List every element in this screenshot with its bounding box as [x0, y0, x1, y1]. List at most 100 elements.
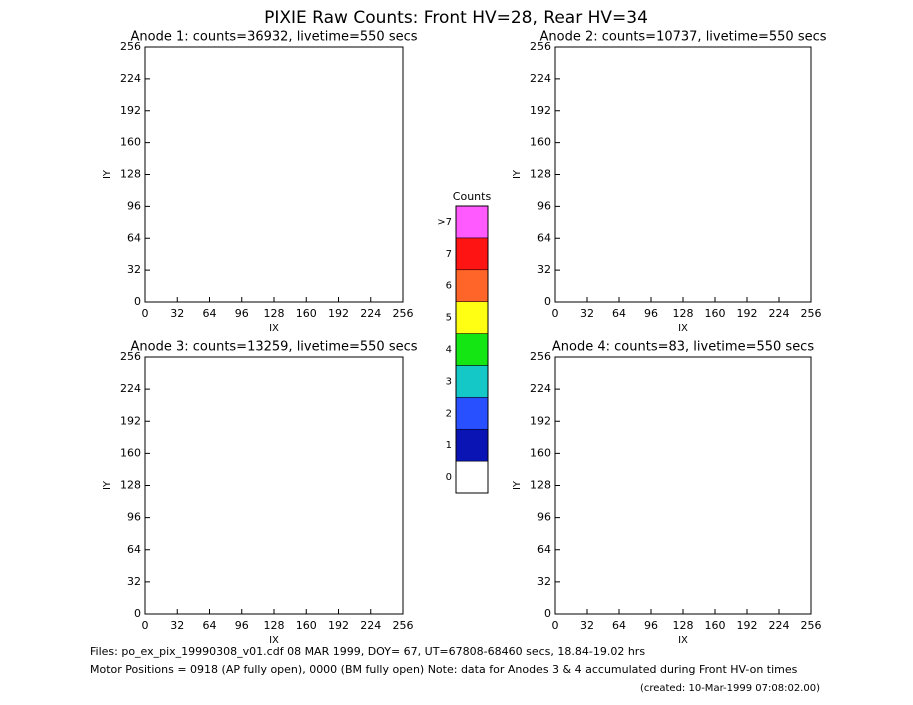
colorbar-label: 7: [446, 249, 452, 260]
y-tick-label: 32: [537, 575, 551, 588]
x-tick-label: 256: [801, 619, 822, 632]
colorbar-label: >7: [437, 217, 452, 228]
colorbar-swatch: [455, 428, 489, 462]
y-tick-label: 256: [120, 350, 141, 363]
footer-files: Files: po_ex_pix_19990308_v01.cdf 08 MAR…: [90, 645, 645, 658]
x-tick-label: 32: [170, 619, 184, 632]
y-axis-label: IY: [512, 480, 523, 490]
page-title: PIXIE Raw Counts: Front HV=28, Rear HV=3…: [264, 8, 648, 28]
x-tick-label: 224: [769, 619, 790, 632]
y-tick-label: 224: [120, 72, 141, 85]
x-axis-label: IX: [678, 635, 688, 646]
y-tick-label: 0: [544, 295, 551, 308]
footer-motor: Motor Positions = 0918 (AP fully open), …: [90, 663, 798, 676]
x-tick-label: 128: [673, 619, 694, 632]
y-tick-label: 64: [537, 231, 551, 244]
x-axis-label: IX: [678, 323, 688, 334]
y-tick-label: 32: [127, 263, 141, 276]
y-tick-label: 32: [127, 575, 141, 588]
x-tick-label: 96: [644, 307, 658, 320]
x-tick-label: 64: [612, 307, 626, 320]
y-tick-label: 96: [537, 199, 551, 212]
y-tick-label: 192: [120, 104, 141, 117]
colorbar-label: 0: [446, 472, 452, 483]
x-axis-label: IX: [269, 635, 279, 646]
x-tick-label: 256: [393, 307, 414, 320]
x-tick-label: 256: [801, 307, 822, 320]
colorbar-swatch: [455, 269, 489, 302]
colorbar-label: 1: [446, 440, 452, 451]
plot-frame: [554, 356, 812, 615]
x-tick-label: 224: [360, 307, 381, 320]
y-tick-label: 224: [120, 382, 141, 395]
x-tick-label: 128: [264, 619, 285, 632]
y-tick-label: 128: [530, 168, 551, 181]
colorbar-swatch: [455, 460, 489, 494]
panel-title: Anode 3: counts=13259, livetime=550 secs: [130, 340, 417, 355]
y-tick-label: 96: [127, 199, 141, 212]
y-tick-label: 128: [120, 168, 141, 181]
x-tick-label: 160: [296, 619, 317, 632]
y-tick-label: 160: [120, 136, 141, 149]
x-tick-label: 192: [737, 619, 758, 632]
y-tick-label: 160: [530, 136, 551, 149]
x-tick-label: 224: [769, 307, 790, 320]
y-tick-label: 32: [537, 263, 551, 276]
colorbar-label: 6: [446, 281, 452, 292]
panel-title: Anode 1: counts=36932, livetime=550 secs: [130, 30, 417, 45]
x-tick-label: 128: [264, 307, 285, 320]
y-tick-label: 0: [134, 295, 141, 308]
x-tick-label: 64: [203, 307, 217, 320]
x-tick-label: 32: [580, 619, 594, 632]
x-tick-label: 0: [552, 619, 559, 632]
y-tick-label: 256: [120, 40, 141, 53]
x-tick-label: 64: [612, 619, 626, 632]
x-tick-label: 192: [737, 307, 758, 320]
y-tick-label: 128: [120, 479, 141, 492]
y-axis-label: IY: [102, 169, 113, 179]
x-tick-label: 192: [328, 619, 349, 632]
x-tick-label: 128: [673, 307, 694, 320]
y-axis-label: IY: [102, 480, 113, 490]
y-tick-label: 192: [530, 414, 551, 427]
y-tick-label: 256: [530, 350, 551, 363]
colorbar-swatch: [455, 333, 489, 366]
colorbar-label: 5: [446, 313, 452, 324]
y-tick-label: 192: [120, 414, 141, 427]
x-tick-label: 32: [170, 307, 184, 320]
x-tick-label: 160: [705, 307, 726, 320]
x-tick-label: 224: [360, 619, 381, 632]
footer-created: (created: 10-Mar-1999 07:08:02.00): [640, 683, 820, 694]
y-tick-label: 160: [530, 446, 551, 459]
y-tick-label: 64: [537, 543, 551, 556]
x-tick-label: 96: [644, 619, 658, 632]
colorbar-swatch: [455, 237, 489, 271]
y-tick-label: 256: [530, 40, 551, 53]
y-tick-label: 224: [530, 72, 551, 85]
y-tick-label: 96: [537, 511, 551, 524]
x-axis-label: IX: [269, 323, 279, 334]
y-tick-label: 0: [544, 607, 551, 620]
x-tick-label: 96: [235, 619, 249, 632]
y-tick-label: 160: [120, 446, 141, 459]
colorbar-frame: [455, 205, 489, 494]
y-tick-label: 128: [530, 479, 551, 492]
x-tick-label: 32: [580, 307, 594, 320]
x-tick-label: 0: [552, 307, 559, 320]
colorbar-swatch: [455, 205, 489, 239]
x-tick-label: 160: [705, 619, 726, 632]
plot-frame: [144, 46, 404, 303]
colorbar-swatch: [455, 397, 489, 430]
colorbar-swatch: [455, 365, 489, 398]
y-axis-label: IY: [512, 169, 523, 179]
x-tick-label: 64: [203, 619, 217, 632]
y-tick-label: 96: [127, 511, 141, 524]
colorbar-label: 4: [446, 345, 452, 356]
colorbar-title: Counts: [453, 190, 492, 203]
y-tick-label: 0: [134, 607, 141, 620]
colorbar-swatch: [455, 301, 489, 334]
plot-frame: [554, 46, 812, 303]
y-tick-label: 192: [530, 104, 551, 117]
colorbar-label: 2: [446, 408, 452, 419]
